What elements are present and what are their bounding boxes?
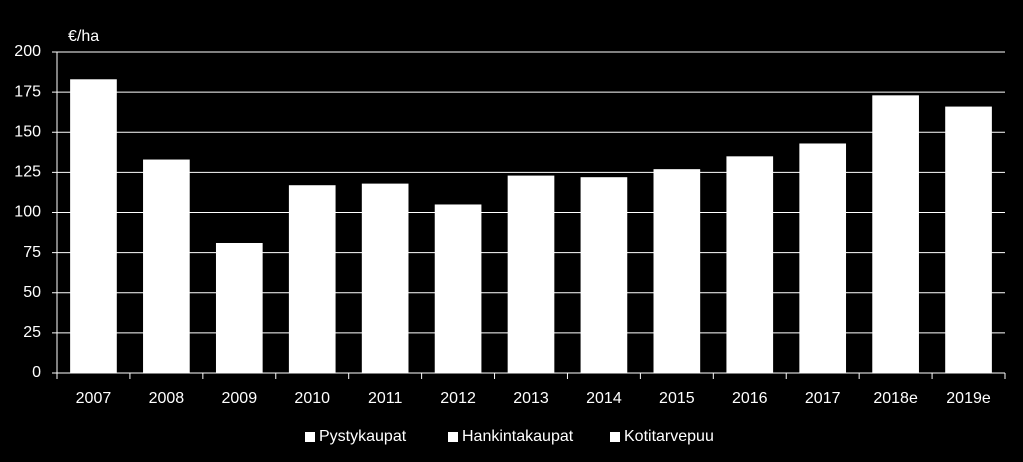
y-tick-label: 175: [14, 83, 41, 100]
x-tick-label: 2014: [586, 390, 622, 407]
x-tick-label: 2013: [513, 390, 549, 407]
x-tick-label: 2008: [149, 390, 185, 407]
bar: [434, 204, 482, 373]
x-tick-label: 2015: [659, 390, 695, 407]
y-tick-label: 75: [23, 244, 41, 261]
bar: [653, 169, 701, 373]
legend-swatch: [305, 432, 315, 442]
x-tick-label: 2017: [805, 390, 841, 407]
bar: [361, 183, 409, 373]
bar: [872, 95, 919, 374]
bar: [143, 159, 190, 373]
bar: [945, 106, 992, 373]
x-tick-label: 2007: [76, 390, 112, 407]
y-tick-label: 200: [14, 43, 41, 60]
y-tick-label: 25: [23, 324, 41, 341]
y-axis-label: €/ha: [68, 28, 99, 45]
bar: [215, 242, 263, 373]
bar: [507, 175, 555, 373]
y-tick-label: 100: [14, 204, 41, 221]
legend-label: Pystykaupat: [319, 428, 407, 445]
x-tick-label: 2010: [294, 390, 330, 407]
x-tick-label: 2019e: [946, 390, 991, 407]
x-tick-label: 2012: [440, 390, 476, 407]
bar: [70, 79, 117, 373]
x-tick-label: 2009: [222, 390, 258, 407]
x-tick-label: 2016: [732, 390, 768, 407]
legend-swatch: [448, 432, 458, 442]
legend-label: Hankintakaupat: [462, 428, 574, 445]
bar: [726, 156, 774, 373]
y-tick-label: 50: [23, 284, 41, 301]
legend-swatch: [610, 432, 620, 442]
y-tick-label: 0: [32, 364, 41, 381]
bar: [288, 185, 336, 373]
x-tick-label: 2018e: [873, 390, 918, 407]
bar: [580, 177, 628, 373]
legend-label: Kotitarvepuu: [624, 428, 714, 445]
x-tick-label: 2011: [368, 390, 403, 407]
y-tick-label: 125: [14, 164, 41, 181]
bar: [799, 143, 847, 373]
y-tick-label: 150: [14, 123, 41, 140]
